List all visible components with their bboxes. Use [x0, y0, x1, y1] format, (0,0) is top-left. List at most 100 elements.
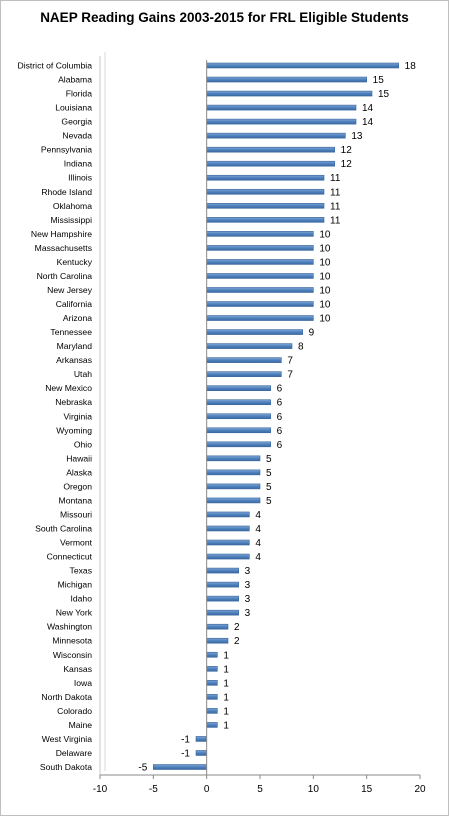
- data-label: 10: [319, 285, 331, 296]
- bar: [206, 399, 271, 406]
- x-tick-labels: -10 -5 0 5 10 15 20: [93, 784, 426, 795]
- bar: [206, 637, 229, 644]
- data-label: 11: [330, 201, 341, 212]
- category-label: Massachusetts: [35, 243, 92, 253]
- bar: [206, 581, 239, 588]
- data-label: -5: [138, 763, 147, 774]
- data-label: 11: [330, 187, 341, 198]
- bar: [206, 287, 314, 293]
- bar: [206, 483, 261, 490]
- chart-title: NAEP Reading Gains 2003-2015 for FRL Eli…: [40, 10, 409, 25]
- bar: [206, 146, 335, 153]
- category-label: West Virginia: [42, 734, 93, 744]
- category-label: New York: [56, 608, 93, 618]
- bar: [206, 231, 314, 237]
- category-label: Tennessee: [50, 327, 92, 337]
- data-label: 1: [223, 706, 229, 717]
- data-label: 1: [223, 692, 229, 703]
- data-label: 4: [255, 552, 261, 563]
- data-label: 3: [245, 566, 251, 577]
- category-label: Montana: [59, 495, 93, 505]
- category-label: Oklahoma: [53, 201, 92, 211]
- data-label: 4: [255, 510, 261, 521]
- data-label: 6: [277, 412, 283, 423]
- data-label: 12: [341, 159, 353, 170]
- data-label: 12: [341, 145, 353, 156]
- bar: [206, 708, 218, 714]
- bar: [206, 174, 325, 181]
- bar: [206, 301, 314, 307]
- bar: [206, 623, 229, 630]
- data-label: 7: [287, 370, 293, 381]
- bar: [206, 525, 250, 532]
- axis-layer: [99, 52, 421, 779]
- category-label: Iowa: [74, 678, 92, 688]
- data-label: 14: [362, 103, 374, 114]
- data-label: 3: [245, 608, 251, 619]
- bar: [206, 273, 314, 279]
- data-label: 2: [234, 622, 240, 633]
- data-labels: 1815151414131212111111111010101010101098…: [138, 61, 416, 774]
- bar: [206, 694, 218, 700]
- bar: [206, 90, 373, 97]
- data-label: -1: [181, 734, 190, 745]
- data-label: 10: [319, 271, 331, 282]
- data-label: 2: [234, 636, 240, 647]
- data-label: 4: [255, 524, 261, 535]
- bar: [206, 665, 218, 672]
- bar: [206, 160, 335, 167]
- category-label: California: [56, 299, 93, 309]
- x-tick-label: 5: [257, 784, 263, 795]
- data-label: 18: [405, 61, 417, 72]
- category-labels: District of Columbia Alabama Florida Louisi…: [18, 61, 93, 773]
- bar: [206, 357, 282, 363]
- bar: [206, 315, 314, 321]
- category-label: Wisconsin: [53, 650, 92, 660]
- x-tick-label: 20: [414, 784, 426, 795]
- data-label: 1: [223, 678, 229, 689]
- bar: [206, 118, 357, 125]
- data-label: 6: [277, 440, 283, 451]
- category-label: Delaware: [56, 748, 93, 758]
- category-label: North Carolina: [37, 271, 93, 281]
- data-label: 10: [319, 257, 331, 268]
- category-label: Idaho: [70, 594, 92, 604]
- bar: [206, 455, 261, 462]
- category-label: Texas: [70, 566, 92, 576]
- bar: [206, 553, 250, 560]
- data-label: 3: [245, 594, 251, 605]
- category-label: Pennsylvania: [41, 145, 92, 155]
- category-label: Virginia: [63, 411, 92, 421]
- data-label: 7: [287, 356, 293, 367]
- category-label: Nebraska: [55, 397, 92, 407]
- x-tick-label: 0: [204, 784, 210, 795]
- x-tick-label: -10: [93, 784, 108, 795]
- bar: [206, 511, 250, 518]
- bar: [153, 764, 207, 770]
- category-label: Connecticut: [47, 552, 93, 562]
- data-label: 8: [298, 342, 304, 353]
- data-label: 15: [378, 89, 390, 100]
- bar: [206, 567, 239, 574]
- data-label: 11: [330, 215, 341, 226]
- category-label: District of Columbia: [18, 61, 93, 71]
- category-label: Colorado: [57, 706, 92, 716]
- bar: [206, 245, 314, 251]
- category-label: South Carolina: [35, 523, 92, 533]
- data-label: 6: [277, 398, 283, 409]
- data-label: 3: [245, 580, 251, 591]
- category-label: Maine: [69, 720, 93, 730]
- category-label: New Jersey: [47, 285, 93, 295]
- category-label: Alaska: [66, 467, 92, 477]
- data-label: 10: [319, 300, 331, 311]
- category-label: Kansas: [63, 664, 92, 674]
- category-label: Illinois: [68, 173, 92, 183]
- category-label: New Hampshire: [31, 229, 92, 239]
- data-label: 9: [309, 328, 315, 339]
- data-label: 6: [277, 384, 283, 395]
- bar: [206, 259, 314, 265]
- data-label: 13: [351, 131, 363, 142]
- x-tick-label: -5: [149, 784, 158, 795]
- bar: [206, 343, 293, 349]
- bar: [206, 217, 325, 223]
